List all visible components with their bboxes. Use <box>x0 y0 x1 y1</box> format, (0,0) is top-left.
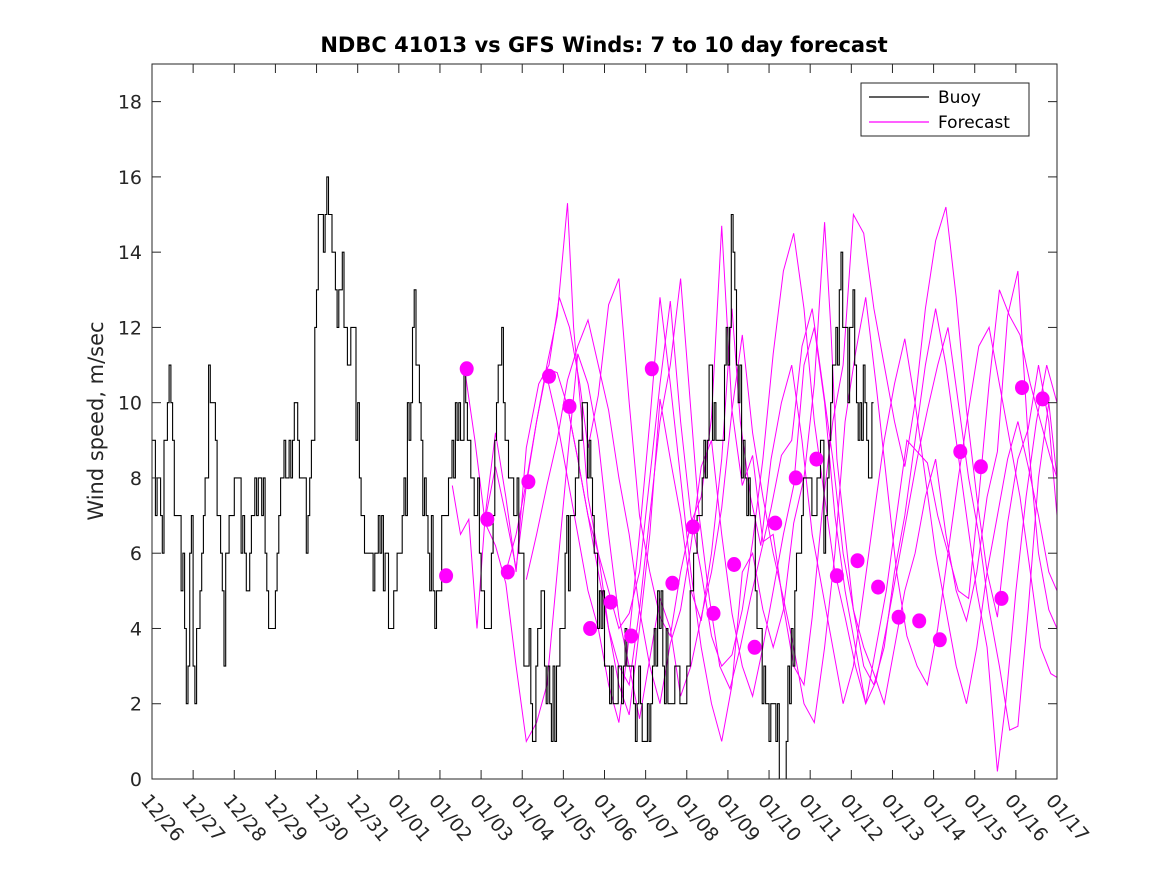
forecast-point-11 <box>644 361 659 377</box>
forecast-point-23 <box>891 609 906 625</box>
y-tick-label: 12 <box>118 317 142 339</box>
forecast-point-9 <box>603 594 618 610</box>
forecast-point-21 <box>850 553 865 569</box>
y-axis-label: Wind speed, m/sec <box>84 321 108 520</box>
forecast-point-30 <box>1035 391 1050 407</box>
forecast-point-17 <box>768 515 783 531</box>
forecast-point-29 <box>1015 380 1029 396</box>
y-tick-label: 10 <box>118 393 142 415</box>
y-tick-label: 18 <box>118 92 142 114</box>
buoy-line <box>152 176 874 780</box>
forecast-point-15 <box>727 557 742 572</box>
forecast-line-1 <box>451 206 1058 687</box>
forecast-point-8 <box>583 621 598 636</box>
forecast-point-14 <box>706 605 721 621</box>
legend-forecast-label: Forecast <box>938 113 1010 133</box>
forecast-point-2 <box>459 361 474 377</box>
y-tick-label: 2 <box>130 694 142 716</box>
forecast-point-22 <box>871 579 886 595</box>
series-layer <box>152 176 1058 780</box>
forecast-point-5 <box>521 474 536 490</box>
forecast-point-24 <box>912 613 927 629</box>
forecast-point-4 <box>500 564 515 580</box>
forecast-point-18 <box>788 470 803 486</box>
forecast-point-16 <box>747 639 762 655</box>
y-tick-label: 0 <box>130 769 142 791</box>
forecast-point-28 <box>994 590 1009 606</box>
forecast-line-6 <box>546 222 1058 772</box>
legend: Buoy Forecast <box>860 82 1030 137</box>
legend-box <box>860 82 1030 137</box>
plot-area <box>152 64 1057 779</box>
forecast-point-26 <box>953 444 968 460</box>
forecast-point-12 <box>665 575 680 591</box>
y-tick-label: 8 <box>130 468 142 490</box>
forecast-point-7 <box>562 398 577 414</box>
forecast-line-5 <box>525 318 1058 731</box>
legend-buoy-label: Buoy <box>938 88 981 108</box>
forecast-line-4 <box>505 203 1058 706</box>
forecast-point-3 <box>480 511 495 527</box>
forecast-point-25 <box>932 632 947 648</box>
forecast-point-20 <box>829 568 844 584</box>
forecast-point-1 <box>439 568 454 584</box>
forecast-point-10 <box>624 628 639 644</box>
forecast-point-27 <box>973 459 988 475</box>
chart-title: NDBC 41013 vs GFS Winds: 7 to 10 day for… <box>320 33 887 57</box>
forecast-point-6 <box>542 368 556 384</box>
y-tick-label: 6 <box>130 543 142 565</box>
y-tick-label: 16 <box>118 167 142 189</box>
y-tick-label: 14 <box>118 242 142 264</box>
forecast-line-7 <box>567 308 1058 716</box>
forecast-point-19 <box>809 451 824 467</box>
forecast-point-13 <box>685 519 700 535</box>
y-tick-label: 4 <box>130 618 142 640</box>
